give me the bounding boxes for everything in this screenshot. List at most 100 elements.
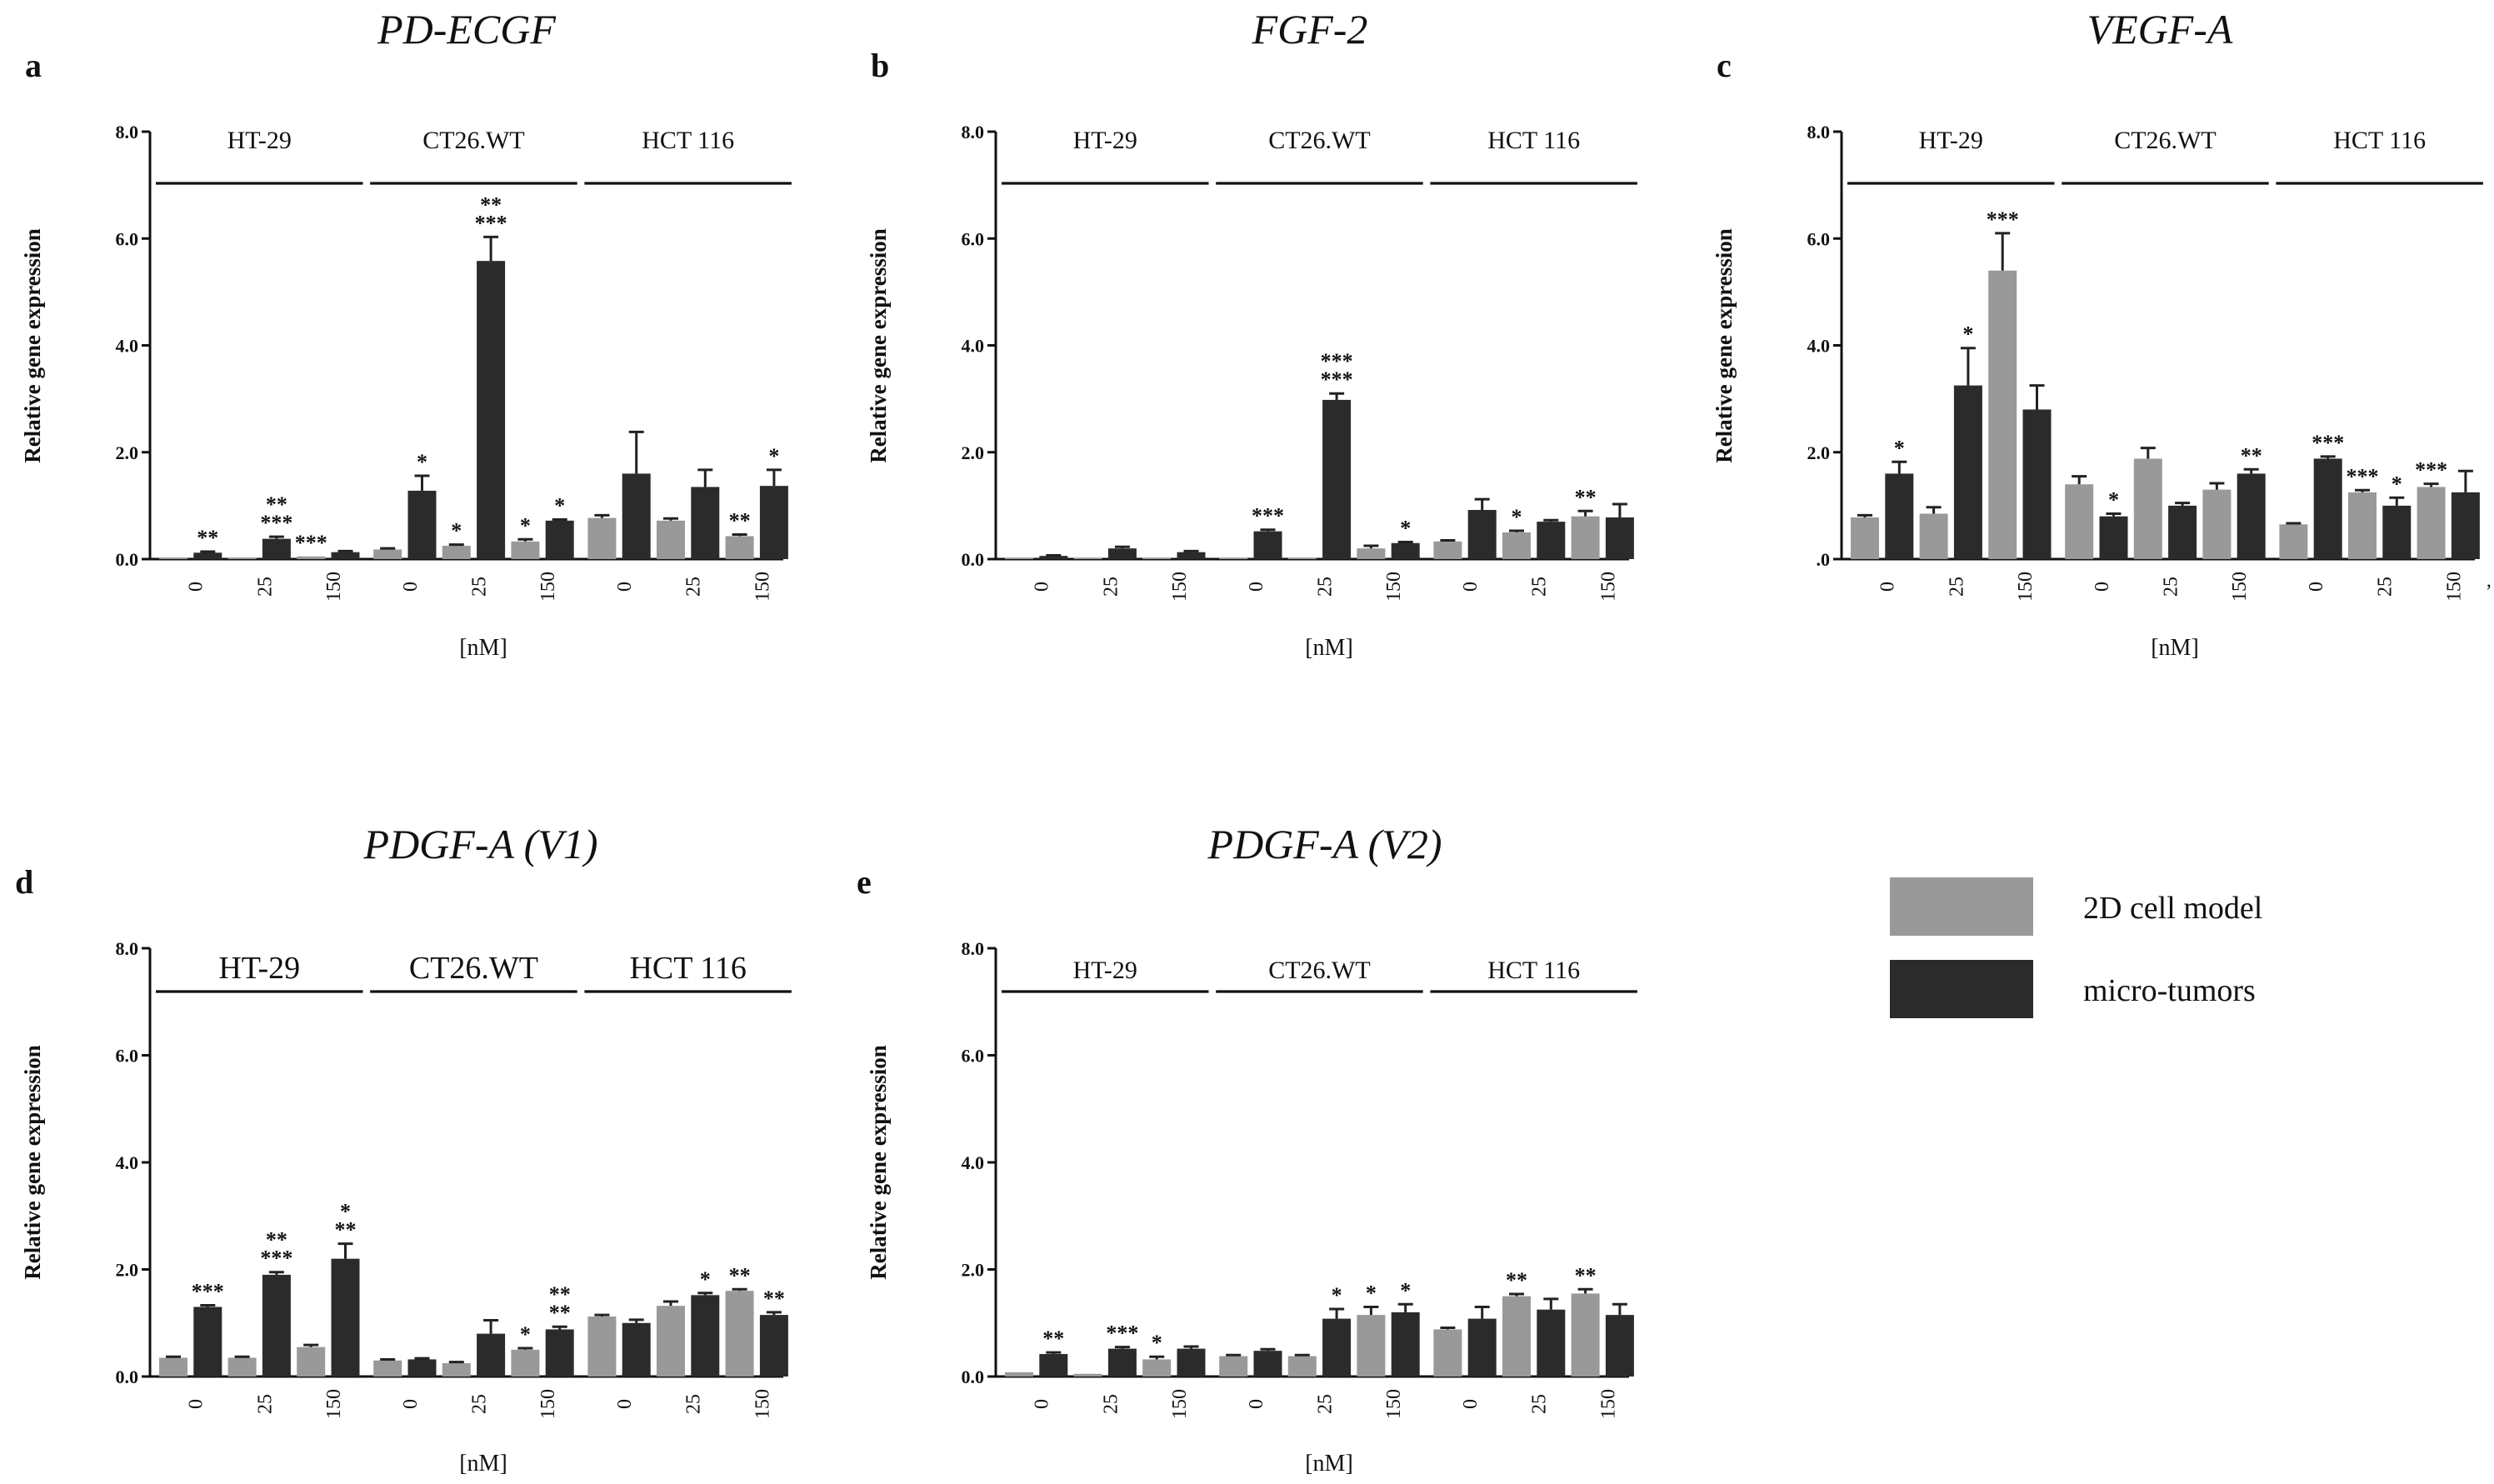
x-tick-label: 25 (468, 1394, 490, 1414)
panel-letter: c (1717, 47, 1732, 84)
x-tick-label: 0 (2306, 582, 2327, 592)
significance-label: ** (763, 1287, 785, 1311)
significance-label: ** (480, 192, 502, 217)
significance-label: ** (549, 1301, 571, 1325)
x-tick-label: 25 (2160, 577, 2182, 597)
significance-label: *** (295, 531, 327, 555)
bar-2d-cell-model (1988, 270, 2017, 559)
group-label: HCT 116 (642, 127, 734, 154)
chart-title: FGF-2 (1252, 6, 1368, 52)
group-label: CT26.WT (409, 951, 538, 986)
bar-micro-tumors (331, 1258, 360, 1377)
bar-2d-cell-model (1851, 517, 1879, 559)
bar-2d-cell-model (1287, 1356, 1317, 1377)
chart-title: VEGF-A (2087, 6, 2233, 52)
y-tick-label: 6.0 (116, 228, 139, 249)
bar-2d-cell-model (587, 1317, 617, 1377)
y-axis-label: Relative gene expression (866, 1045, 891, 1279)
bar-micro-tumors (545, 520, 574, 559)
legend-swatch (1890, 877, 2033, 936)
y-tick-label: 2.0 (962, 1260, 985, 1281)
bar-2d-cell-model (725, 1291, 754, 1377)
bar-micro-tumors (477, 1333, 506, 1377)
x-tick-label: 0 (186, 582, 207, 592)
y-tick-label: 8.0 (962, 938, 985, 959)
x-tick-label: 0 (1032, 1399, 1053, 1409)
x-tick-label: 25 (1100, 1394, 1122, 1414)
y-axis-label: Relative gene expression (866, 228, 891, 462)
significance-label: * (1512, 505, 1522, 529)
significance-label: ** (266, 1228, 287, 1252)
bar-2d-cell-model (657, 520, 685, 559)
group-label: HT-29 (1073, 127, 1137, 154)
significance-label: * (340, 1200, 351, 1224)
significance-label: *** (260, 1247, 292, 1271)
y-tick-label: .0 (1817, 549, 1831, 570)
chart-title: PD-ECGF (377, 6, 556, 52)
bar-2d-cell-model (373, 1360, 402, 1377)
bar-2d-cell-model (1433, 1329, 1462, 1377)
x-tick-label: 150 (323, 1389, 345, 1419)
bar-micro-tumors (1039, 556, 1068, 559)
significance-label: *** (2415, 458, 2447, 482)
bar-micro-tumors (1039, 1354, 1068, 1377)
x-tick-label: 0 (1246, 582, 1267, 592)
bar-2d-cell-model (1571, 1293, 1600, 1377)
panel-letter: b (871, 47, 889, 84)
bar-2d-cell-model (1142, 557, 1172, 559)
y-tick-label: 8.0 (116, 938, 139, 959)
x-tick-label: 25 (1314, 577, 1336, 597)
significance-label: * (417, 450, 427, 474)
bar-micro-tumors (1537, 1309, 1566, 1377)
y-tick-label: 8.0 (116, 122, 139, 142)
significance-label: *** (260, 511, 292, 535)
bar-2d-cell-model (2065, 484, 2094, 559)
bar-2d-cell-model (297, 556, 326, 559)
significance-label: ** (1575, 1263, 1597, 1287)
bar-2d-cell-model (1433, 541, 1462, 559)
significance-label: *** (1987, 207, 2019, 232)
bar-2d-cell-model (1571, 516, 1600, 559)
y-axis-label: Relative gene expression (1712, 228, 1737, 462)
significance-label: ** (1575, 485, 1597, 509)
x-tick-label: 150 (2015, 572, 2037, 602)
bar-2d-cell-model (159, 1357, 187, 1377)
x-tick-label: 25 (254, 577, 276, 597)
bar-micro-tumors (1253, 531, 1282, 559)
y-tick-label: 0.0 (962, 1367, 985, 1387)
x-tick-label: 25 (254, 1394, 276, 1414)
bar-micro-tumors (2237, 473, 2266, 559)
bar-micro-tumors (622, 1322, 651, 1377)
bar-2d-cell-model (2417, 487, 2446, 559)
bar-micro-tumors (1322, 399, 1352, 559)
x-tick-label: 150 (1169, 1389, 1191, 1419)
x-tick-label: 25 (1529, 577, 1551, 597)
bar-micro-tumors (1953, 385, 1982, 559)
x-tick-label: 0 (614, 582, 636, 592)
bar-micro-tumors (193, 552, 222, 559)
bar-2d-cell-model (587, 517, 617, 559)
x-tick-label: 25 (1529, 1394, 1551, 1414)
significance-label: *** (192, 1280, 224, 1304)
bar-2d-cell-model (1357, 548, 1386, 559)
significance-label: *** (475, 211, 507, 235)
bar-micro-tumors (1322, 1318, 1352, 1377)
group-label: HCT 116 (629, 951, 746, 986)
x-tick-label: 150 (537, 1389, 559, 1419)
bar-2d-cell-model (297, 1347, 326, 1377)
group-label: HCT 116 (1487, 957, 1580, 984)
significance-label: * (2392, 472, 2402, 496)
x-tick-label: 0 (1877, 582, 1899, 592)
significance-label: *** (1321, 367, 1353, 392)
bar-micro-tumors (331, 552, 360, 559)
group-label: HCT 116 (2333, 127, 2426, 154)
significance-label: ** (1042, 1327, 1064, 1351)
x-tick-label: 150 (323, 572, 345, 602)
bar-2d-cell-model (2348, 492, 2377, 559)
x-tick-label: 0 (186, 1399, 207, 1409)
bar-micro-tumors (1391, 1312, 1420, 1377)
bar-2d-cell-model (2133, 458, 2162, 559)
bar-micro-tumors (1885, 473, 1914, 559)
legend-swatch (1890, 960, 2033, 1018)
